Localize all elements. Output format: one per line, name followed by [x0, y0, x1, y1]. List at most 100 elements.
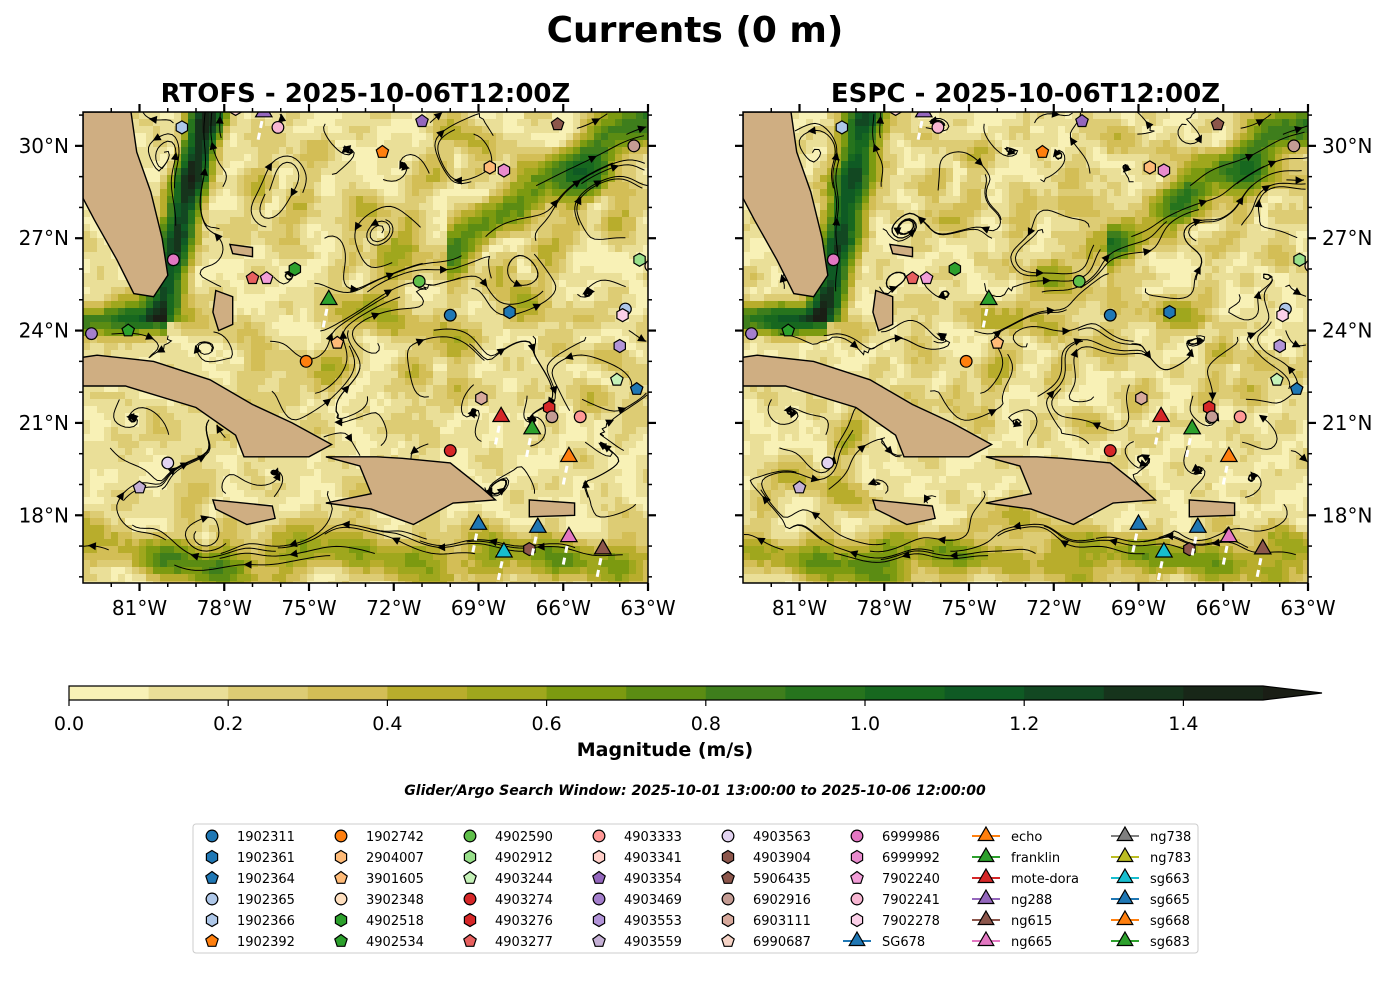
streamline-arrow — [849, 340, 859, 349]
streamline-arrow — [1267, 160, 1277, 168]
glider-track — [561, 536, 571, 565]
legend-marker — [463, 829, 477, 843]
streamline — [1189, 131, 1305, 187]
float-marker — [245, 270, 260, 285]
legend-marker — [977, 888, 995, 905]
streamline-arrow — [1194, 134, 1202, 144]
float-marker — [629, 381, 644, 395]
legend-label: sg683 — [1150, 935, 1190, 950]
legend-marker — [463, 933, 477, 947]
streamline — [367, 255, 492, 293]
streamline-arrow — [610, 164, 620, 172]
colorbar-label: Magnitude (m/s) — [577, 739, 754, 761]
colorbar-bin — [1103, 686, 1184, 700]
streamline-arrow — [872, 143, 881, 153]
streamline — [369, 528, 524, 552]
streamline — [219, 545, 375, 559]
colorbar-bin — [307, 686, 388, 700]
streamline — [743, 534, 784, 551]
colorbar-tick-label: 0.4 — [372, 713, 402, 735]
legend-marker — [334, 912, 348, 928]
x-tick-label: 78°W — [857, 596, 912, 620]
legend-marker — [1116, 846, 1134, 863]
legend-marker — [1116, 825, 1134, 842]
float-marker — [550, 117, 565, 131]
streamline — [419, 539, 576, 549]
streamline-arrow — [974, 157, 983, 166]
streamline — [1012, 323, 1134, 348]
streamline-arrow — [637, 125, 647, 134]
legend-label: SG678 — [882, 935, 925, 950]
float-marker — [644, 260, 648, 272]
float-marker — [613, 338, 626, 354]
streamline-arrow — [1254, 199, 1263, 208]
streamline-arrow — [145, 332, 154, 340]
legend-marker — [592, 892, 606, 906]
streamline-arrow — [572, 179, 581, 188]
streamline — [980, 309, 1067, 394]
streamline-arrow — [867, 478, 877, 486]
streamline-arrow — [527, 343, 536, 353]
float-marker — [1103, 444, 1117, 458]
streamline-arrow — [849, 550, 859, 558]
float-marker — [573, 410, 587, 424]
streamline — [551, 354, 633, 411]
colorbar-extend — [1263, 686, 1322, 700]
streamline-arrow — [370, 218, 380, 226]
streamline-arrow — [156, 345, 166, 353]
streamline-arrow — [190, 552, 200, 561]
colorbar: 0.0 0.2 0.4 0.6 0.8 1.0 1.2 1.4 — [54, 685, 1323, 735]
streamline — [760, 489, 886, 546]
streamline-arrow — [1042, 276, 1051, 285]
streamline-arrow — [587, 286, 595, 296]
streamline — [83, 545, 109, 551]
x-tick-label: 66°W — [1196, 596, 1251, 620]
streamline-arrow — [564, 352, 574, 360]
gliders — [914, 112, 1273, 581]
x-tick-label: 69°W — [451, 596, 506, 620]
float-marker — [175, 120, 189, 135]
glider-track — [525, 428, 534, 458]
streamline-arrow — [354, 221, 363, 231]
streamline-arrow — [1062, 327, 1071, 336]
search-window-text: Glider/Argo Search Window: 2025-10-01 13… — [404, 783, 986, 799]
streamline-arrow — [762, 495, 771, 505]
legend-marker — [721, 933, 735, 947]
float-marker — [1210, 117, 1225, 131]
legend-label: 3902348 — [366, 893, 424, 908]
streamline — [471, 253, 557, 316]
streamline — [437, 129, 493, 182]
float-marker — [1273, 338, 1286, 354]
streamline — [277, 523, 427, 549]
streamline — [271, 345, 356, 421]
float-marker — [633, 252, 646, 267]
landmass — [872, 289, 894, 332]
streamline-arrow — [468, 409, 478, 417]
glider-track — [493, 416, 503, 445]
streamline-arrow — [637, 334, 646, 342]
streamline-arrow — [1007, 147, 1016, 156]
float-marker — [330, 335, 345, 349]
streamline — [1282, 125, 1308, 135]
landmass — [212, 289, 234, 332]
streamline-arrow — [857, 444, 866, 453]
streamline-arrow — [1051, 112, 1060, 118]
streamline — [937, 151, 1002, 220]
legend-marker — [1116, 909, 1134, 926]
glider-track — [1156, 551, 1166, 581]
streamline-arrow — [193, 345, 202, 354]
float-marker — [271, 120, 285, 134]
float-marker — [821, 456, 835, 470]
legend-marker — [592, 933, 606, 947]
streamline-arrow — [831, 152, 840, 161]
streamline-arrow — [756, 537, 766, 545]
float-marker — [905, 270, 920, 285]
streamline-arrow — [1255, 119, 1265, 127]
float-marker — [1233, 410, 1247, 424]
streamline — [1124, 441, 1151, 469]
streamline — [789, 524, 935, 559]
streamline-arrow — [1027, 227, 1036, 237]
streamline-arrow — [200, 515, 210, 523]
streamline — [324, 526, 476, 555]
streamline — [1051, 384, 1130, 432]
